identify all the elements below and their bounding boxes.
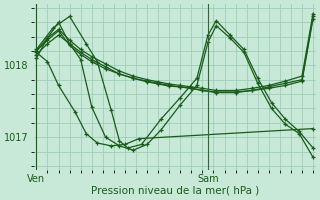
X-axis label: Pression niveau de la mer( hPa ): Pression niveau de la mer( hPa )	[91, 186, 259, 196]
